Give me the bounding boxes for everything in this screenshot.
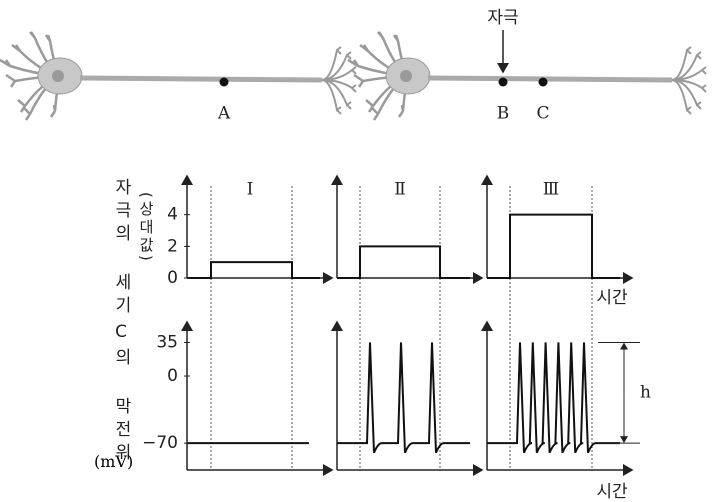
stimulus-trace xyxy=(337,245,470,279)
point-label: C xyxy=(536,104,549,124)
x-label: 시간 xyxy=(596,288,628,308)
stim-y-unit: (상대값) xyxy=(137,192,155,264)
y-tick-label: 0 xyxy=(167,366,178,386)
amplitude-label: h xyxy=(640,382,651,402)
panel-label: Ⅰ xyxy=(247,180,254,200)
axon-terminal xyxy=(321,46,342,81)
axon-terminal xyxy=(321,79,342,115)
nucleus xyxy=(52,70,64,82)
point xyxy=(498,77,508,87)
panel-label: Ⅲ xyxy=(543,180,559,200)
axon xyxy=(79,75,323,83)
stimulus-trace xyxy=(187,261,320,279)
stimulus-trace xyxy=(487,213,620,279)
pot-y-unit: (mV) xyxy=(94,452,134,471)
panel-label: Ⅱ xyxy=(394,180,406,200)
axon-terminal xyxy=(671,79,692,115)
stim-y-label: 자극의 세기 xyxy=(111,178,131,319)
y-tick-label: 35 xyxy=(156,332,178,352)
y-tick-label: −70 xyxy=(142,433,178,453)
x-label: 시간 xyxy=(596,482,628,502)
y-tick-label: 0 xyxy=(167,268,178,288)
membrane-trace xyxy=(337,342,470,454)
point-label: A xyxy=(217,104,231,124)
membrane-trace xyxy=(487,342,620,454)
point-label: B xyxy=(497,104,510,124)
point xyxy=(538,77,548,87)
point xyxy=(219,77,229,87)
axon xyxy=(427,75,673,83)
stimulus-label: 자극 xyxy=(487,8,518,28)
axon-terminal xyxy=(671,46,692,81)
y-tick-label: 2 xyxy=(167,236,178,256)
nucleus xyxy=(400,70,412,82)
pot-y-label: C의 막전위 xyxy=(111,322,131,466)
y-tick-label: 4 xyxy=(167,205,178,225)
